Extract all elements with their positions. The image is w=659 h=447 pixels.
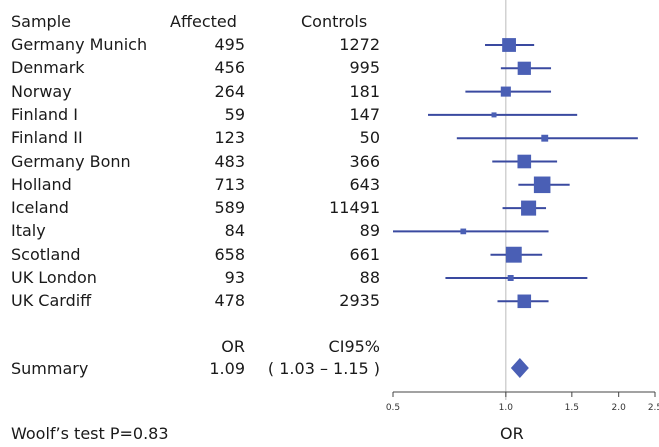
sample-name: Holland [11,174,72,194]
or-marker [507,275,514,281]
summary-diamond [510,358,529,378]
affected-count: 478 [214,291,245,311]
affected-count: 264 [214,81,245,101]
sample-name: UK Cardiff [11,291,92,311]
controls-count: 50 [359,128,380,148]
or-marker [517,154,532,169]
affected-count: 658 [214,244,245,264]
x-axis-label: OR [500,424,524,443]
footnote: Woolf’s test P=0.83 [11,424,169,443]
affected-count: 123 [214,128,245,148]
sample-name: Iceland [11,198,69,218]
summary-label: Summary [11,359,89,378]
controls-count: 995 [349,58,380,78]
affected-count: 713 [214,174,245,194]
affected-count: 495 [214,35,245,54]
x-tick-label: 1.5 [565,403,579,413]
or-marker [500,86,511,97]
ci-header: CI95% [328,337,380,356]
affected-count: 93 [224,268,245,287]
sample-name: Denmark [11,58,85,78]
controls-count: 366 [349,151,380,171]
affected-count: 456 [214,58,245,78]
controls-count: 2935 [339,291,380,311]
controls-count: 147 [349,104,380,124]
affected-count: 483 [214,151,245,171]
controls-count: 88 [359,268,380,287]
or-marker [517,61,531,75]
or-marker [491,112,497,118]
controls-header: Controls [301,12,368,31]
sample-name: Scotland [11,244,81,264]
controls-count: 181 [349,81,380,101]
affected-count: 589 [214,198,245,218]
or-marker [517,294,532,309]
x-tick-label: 2.0 [612,403,627,413]
controls-count: 1272 [339,35,380,54]
x-tick-label: 1.0 [499,403,514,413]
sample-name: Germany Munich [11,35,148,54]
or-marker [505,246,522,263]
sample-name: Germany Bonn [11,151,131,171]
affected-header: Affected [170,12,237,31]
summary-or-value: 1.09 [209,359,245,378]
x-tick-label: 2.5 [648,403,659,413]
or-marker [502,38,516,52]
or-marker [460,228,467,235]
or-marker [541,134,549,142]
sample-name: UK London [11,268,97,287]
summary-ci-value: ( 1.03 – 1.15 ) [267,359,380,378]
sample-name: Finland I [11,104,78,124]
sample-header: Sample [11,12,71,31]
x-tick-label: 0.5 [386,403,400,413]
controls-count: 11491 [329,198,380,218]
or-header: OR [221,337,245,356]
or-marker [533,176,551,194]
sample-name: Italy [11,221,46,241]
affected-count: 59 [224,104,245,124]
affected-count: 84 [224,221,245,241]
controls-count: 89 [359,221,380,241]
sample-name: Norway [11,81,72,101]
sample-name: Finland II [11,128,83,148]
or-marker [521,200,537,216]
controls-count: 643 [349,174,380,194]
controls-count: 661 [349,244,380,264]
